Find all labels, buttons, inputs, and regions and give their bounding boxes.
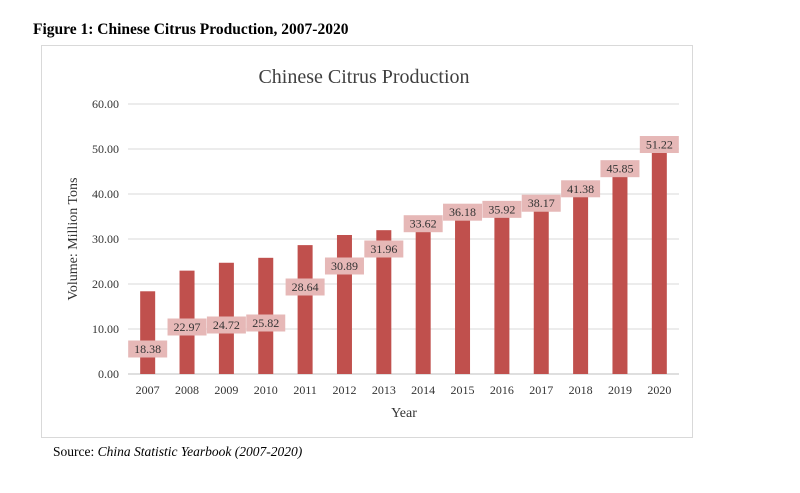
data-label: 24.72: [206, 316, 246, 334]
y-axis-ticks: 0.00 10.00 20.00 30.00 40.00 50.00 60.00: [92, 97, 119, 381]
bar: [494, 212, 510, 374]
data-label-box: [443, 203, 483, 221]
data-label-text: 25.82: [252, 316, 279, 330]
data-label-box: [167, 318, 207, 336]
data-label: 31.96: [364, 240, 404, 258]
bar: [297, 245, 313, 374]
data-label-box: [246, 314, 286, 332]
y-tick-label: 0.00: [98, 367, 119, 381]
bar: [336, 234, 352, 374]
data-label-box: [285, 278, 325, 296]
data-label-box: [561, 180, 601, 198]
source-text: China Statistic Yearbook (2007-2020): [97, 444, 303, 459]
data-label: 22.97: [167, 318, 207, 336]
data-label-box: [324, 257, 364, 275]
data-label-text: 30.89: [331, 259, 358, 273]
y-tick-label: 30.00: [92, 232, 119, 246]
chart-title: Chinese Citrus Production: [258, 66, 469, 88]
y-tick-label: 20.00: [92, 277, 119, 291]
x-tick-label: 2020: [647, 383, 671, 397]
data-label: 45.85: [600, 160, 640, 178]
data-label-box: [600, 160, 640, 178]
x-tick-label: 2014: [411, 383, 435, 397]
data-label: 25.82: [246, 314, 286, 332]
data-label: 36.18: [443, 203, 483, 221]
source-prefix: Source:: [53, 444, 98, 459]
bars: [140, 143, 667, 374]
data-label: 41.38: [561, 180, 601, 198]
bar: [455, 211, 471, 374]
y-axis-title: Volume: Million Tons: [66, 178, 81, 301]
chart-frame: Chinese Citrus Production 0.00 10.00 20.00…: [41, 45, 693, 438]
x-tick-label: 2012: [332, 383, 356, 397]
data-label-text: 33.62: [410, 217, 437, 231]
data-label-text: 28.64: [292, 280, 319, 294]
x-tick-label: 2009: [214, 383, 238, 397]
bar: [651, 143, 667, 374]
data-label-box: [482, 200, 522, 218]
data-label: 30.89: [324, 257, 364, 275]
x-tick-label: 2011: [293, 383, 317, 397]
data-label-box: [639, 136, 679, 154]
data-label-text: 45.85: [606, 162, 633, 176]
data-label-box: [521, 194, 561, 212]
data-label-text: 35.92: [488, 202, 515, 216]
data-label-box: [206, 316, 246, 334]
y-tick-label: 60.00: [92, 97, 119, 111]
data-label-box: [128, 340, 168, 358]
figure-caption: Figure 1: Chinese Citrus Production, 200…: [33, 21, 349, 38]
x-tick-label: 2008: [175, 383, 199, 397]
data-label-box: [403, 215, 443, 233]
data-label-text: 41.38: [567, 182, 594, 196]
data-label: 28.64: [285, 278, 325, 296]
x-tick-label: 2010: [254, 383, 278, 397]
x-tick-label: 2017: [529, 383, 553, 397]
x-axis-ticks: 2007 2008 2009 2010 2011 2012 2013 2014 2015 2016…: [136, 383, 672, 397]
data-label: 33.62: [403, 215, 443, 233]
x-axis-title: Year: [391, 406, 417, 421]
bar: [415, 222, 431, 374]
data-label-text: 22.97: [174, 320, 201, 334]
y-tick-label: 50.00: [92, 142, 119, 156]
data-label-text: 31.96: [370, 242, 397, 256]
bar: [612, 167, 628, 374]
source-note: Source: China Statistic Yearbook (2007-2…: [53, 444, 302, 460]
y-tick-label: 40.00: [92, 187, 119, 201]
bar: [376, 230, 392, 374]
y-tick-label: 10.00: [92, 322, 119, 336]
bar: [573, 187, 589, 374]
data-label-text: 36.18: [449, 205, 476, 219]
data-label-text: 51.22: [646, 138, 673, 152]
data-label: 18.38: [128, 340, 168, 358]
bar: [140, 291, 156, 374]
data-label-text: 24.72: [213, 318, 240, 332]
data-label: 35.92: [482, 200, 522, 218]
data-label-box: [364, 240, 404, 258]
data-label-text: 18.38: [134, 342, 161, 356]
data-label: 51.22: [639, 136, 679, 154]
x-tick-label: 2015: [451, 383, 475, 397]
data-label-text: 38.17: [528, 196, 555, 210]
chart-svg: Chinese Citrus Production 0.00 10.00 20.00…: [66, 66, 679, 421]
x-tick-label: 2016: [490, 383, 514, 397]
bar: [533, 202, 549, 374]
x-tick-label: 2018: [569, 383, 593, 397]
data-label: 38.17: [521, 194, 561, 212]
x-tick-label: 2007: [136, 383, 160, 397]
x-tick-label: 2013: [372, 383, 396, 397]
x-tick-label: 2019: [608, 383, 632, 397]
data-labels: 18.38 22.97 24.72 25.82 28.64 30.89 31.96 33.62…: [128, 136, 679, 358]
